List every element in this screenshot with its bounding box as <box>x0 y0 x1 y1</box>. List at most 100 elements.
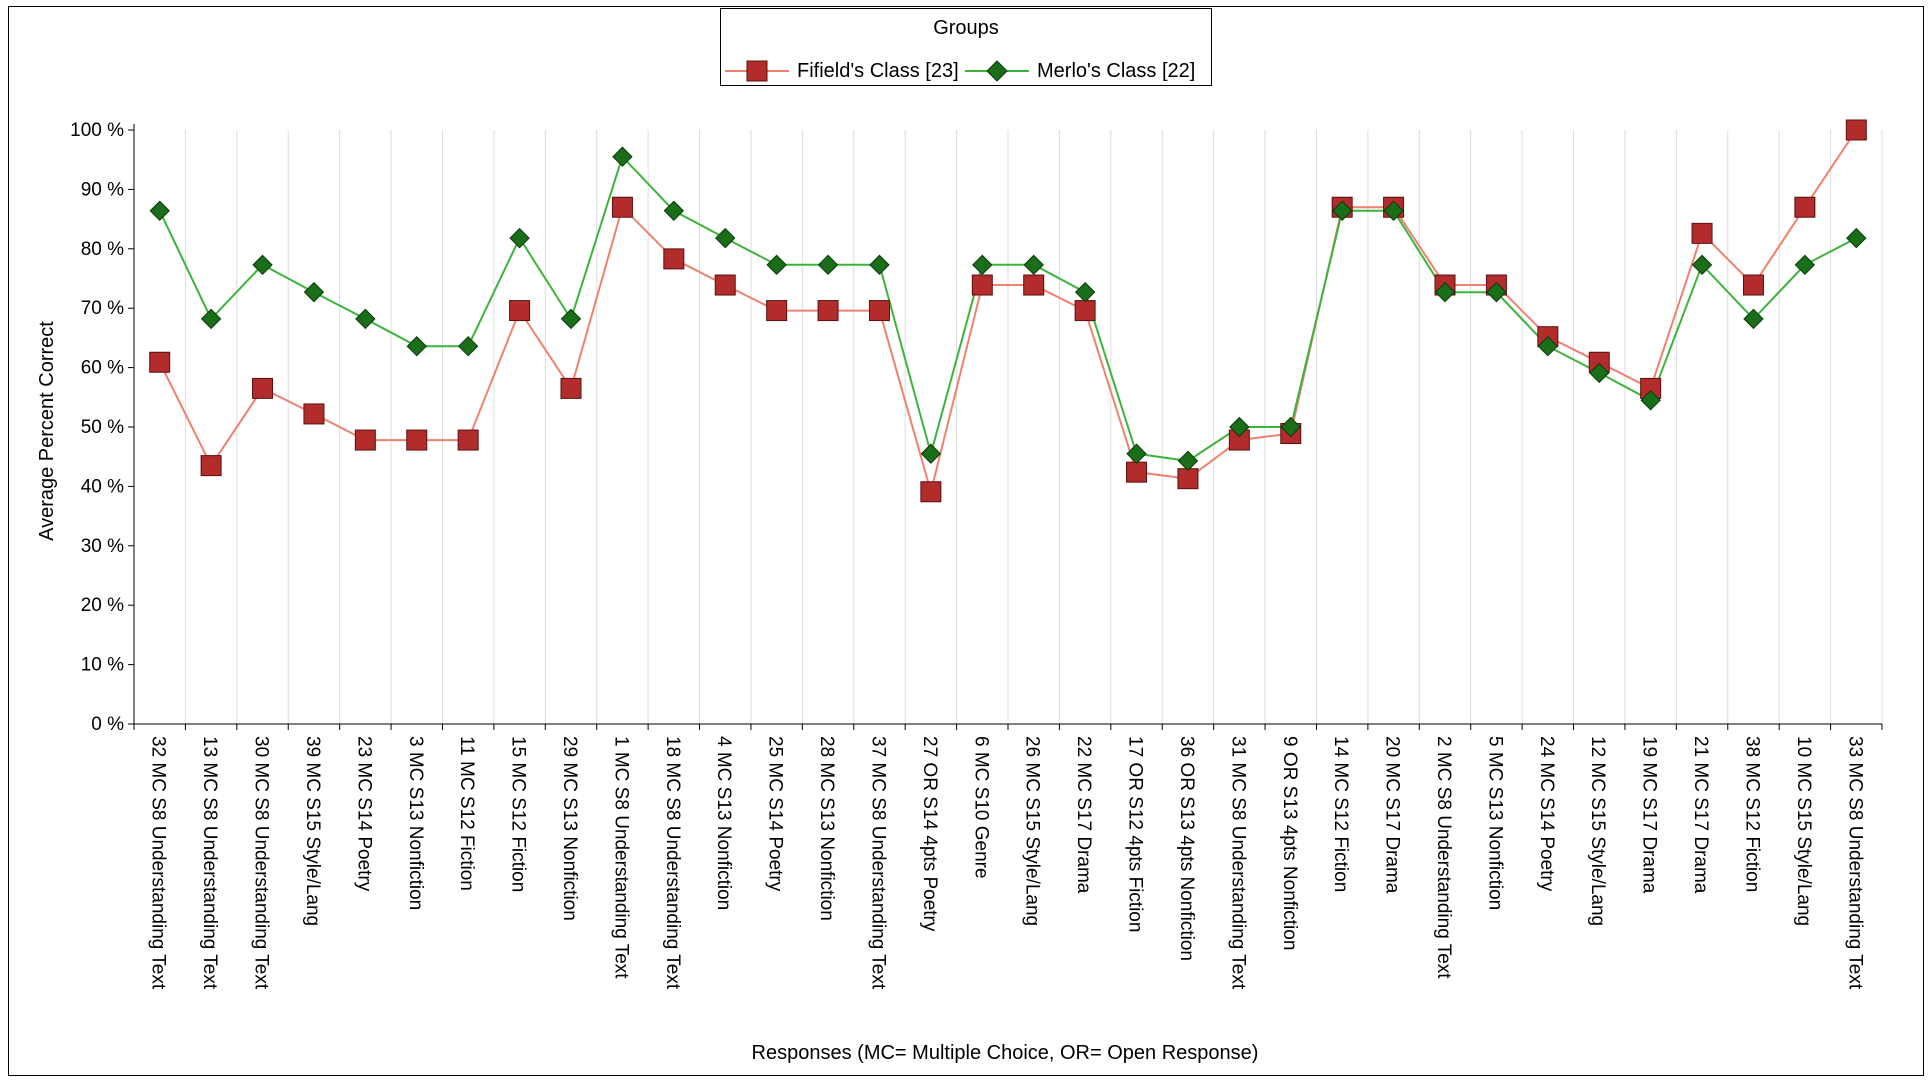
x-tick-label: 1 MC S8 Understanding Text <box>610 736 631 979</box>
x-tick-label: 18 MC S8 Understanding Text <box>662 736 683 990</box>
legend: Groups Fifield's Class [23] Merlo's Clas… <box>720 8 1212 86</box>
x-tick-label: 10 MC S15 Style/Lang <box>1793 736 1814 926</box>
legend-swatch-fifield <box>725 59 789 83</box>
x-tick-label: 23 MC S14 Poetry <box>353 736 374 892</box>
data-point-merlo <box>457 336 479 357</box>
legend-swatch-merlo <box>965 59 1029 83</box>
data-point-merlo <box>1280 416 1301 438</box>
y-tick-label: 20 % <box>81 595 124 616</box>
x-tick-label: 39 MC S15 Style/Lang <box>302 736 323 926</box>
data-point-merlo <box>355 308 376 330</box>
x-tick-label: 27 OR S14 4pts Poetry <box>919 736 940 932</box>
x-tick-label: 28 MC S13 Nonfiction <box>816 736 837 921</box>
data-point-merlo <box>1589 362 1610 384</box>
x-tick-label: 38 MC S12 Fiction <box>1741 736 1762 892</box>
data-point-merlo <box>1229 416 1250 438</box>
data-point-merlo <box>766 254 787 276</box>
data-point-merlo <box>200 308 222 330</box>
legend-entry-fifield: Fifield's Class [23] <box>725 59 959 83</box>
data-point-merlo <box>1074 281 1096 303</box>
data-point-merlo <box>1383 200 1404 221</box>
data-point-merlo <box>1434 281 1456 303</box>
data-point-merlo <box>920 443 942 464</box>
data-point-merlo <box>149 200 170 221</box>
data-point-fifield <box>1177 468 1199 490</box>
x-tick-label: 12 MC S15 Style/Lang <box>1587 736 1608 926</box>
data-point-fifield <box>1794 196 1816 218</box>
data-point-fifield <box>1845 119 1867 141</box>
x-tick-label: 31 MC S8 Understanding Text <box>1227 736 1248 990</box>
x-tick-label: 6 MC S10 Genre <box>970 736 991 879</box>
data-point-fifield <box>406 429 428 451</box>
y-tick-label: 70 % <box>81 298 124 319</box>
data-point-merlo <box>663 200 685 221</box>
legend-label-merlo: Merlo's Class [22] <box>1037 59 1196 82</box>
data-point-merlo <box>1126 443 1147 464</box>
y-tick-label: 40 % <box>81 476 124 497</box>
legend-entry-merlo: Merlo's Class [22] <box>965 59 1195 83</box>
x-tick-label: 25 MC S14 Poetry <box>765 736 786 892</box>
data-point-merlo <box>1846 227 1867 249</box>
x-tick-label: 36 OR S13 4pts Nonfiction <box>1176 736 1197 961</box>
y-tick-label: 0 % <box>91 714 124 735</box>
series-markers <box>149 119 1867 503</box>
y-axis-title: Average Percent Correct <box>36 321 58 541</box>
legend-label-fifield: Fifield's Class [23] <box>797 59 959 82</box>
data-point-merlo <box>1537 336 1559 357</box>
data-point-fifield <box>303 403 325 425</box>
data-point-fifield <box>611 196 633 218</box>
data-point-fifield <box>560 377 582 399</box>
data-point-merlo <box>817 254 839 276</box>
data-point-merlo <box>612 146 633 167</box>
data-point-fifield <box>714 274 736 296</box>
x-tick-label: 4 MC S13 Nonfiction <box>713 736 734 910</box>
x-tick-label: 26 MC S15 Style/Lang <box>1022 736 1043 926</box>
data-point-fifield <box>920 481 942 503</box>
x-tick-label: 13 MC S8 Understanding Text <box>199 736 220 990</box>
series-lines <box>158 129 1858 496</box>
data-point-fifield <box>200 455 222 477</box>
data-point-merlo <box>1640 390 1661 411</box>
data-point-fifield <box>868 300 890 322</box>
data-point-fifield <box>971 274 993 296</box>
data-point-merlo <box>869 254 890 276</box>
data-point-merlo <box>1794 254 1816 276</box>
data-point-merlo <box>560 308 582 330</box>
axes <box>128 124 1883 730</box>
data-point-merlo <box>715 227 736 249</box>
data-point-fifield <box>1126 461 1148 483</box>
x-tick-label: 2 MC S8 Understanding Text <box>1433 736 1454 979</box>
y-tick-label: 10 % <box>81 655 124 676</box>
series-line-merlo <box>158 154 1857 462</box>
data-point-fifield <box>509 300 531 322</box>
x-tick-label: 37 MC S8 Understanding Text <box>867 736 888 990</box>
data-point-fifield <box>663 248 685 270</box>
y-tick-label: 100 % <box>70 120 124 141</box>
x-tick-label: 33 MC S8 Understanding Text <box>1844 736 1865 990</box>
y-tick-label: 90 % <box>81 179 124 200</box>
y-tick-label: 30 % <box>81 536 124 557</box>
grid-lines <box>184 130 1883 724</box>
x-tick-label: 22 MC S17 Drama <box>1073 736 1094 894</box>
x-tick-label: 19 MC S17 Drama <box>1639 736 1660 894</box>
data-point-merlo <box>406 336 427 357</box>
y-tick-label: 50 % <box>81 417 124 438</box>
data-point-merlo <box>303 281 325 303</box>
chart-frame <box>8 6 1924 1076</box>
y-tick-labels: 0 % 10 % 20 % 30 % 40 % 50 % 60 % 70 % 80 % 90 % 1… <box>70 120 124 735</box>
data-point-merlo <box>252 254 273 276</box>
data-point-fifield <box>1691 222 1713 244</box>
x-axis-title: Responses (MC= Multiple Choice, OR= Open… <box>752 1042 1259 1064</box>
data-point-merlo <box>509 227 530 249</box>
x-tick-label: 14 MC S12 Fiction <box>1330 736 1351 892</box>
data-point-fifield <box>457 429 479 451</box>
data-point-merlo <box>1023 254 1044 276</box>
data-point-merlo <box>1177 450 1199 472</box>
x-tick-labels: 32 MC S8 Understanding Text 13 MC S8 Unde… <box>148 736 1866 990</box>
data-point-fifield <box>1074 300 1096 322</box>
x-tick-label: 20 MC S17 Drama <box>1382 736 1403 894</box>
data-point-merlo <box>1486 281 1507 303</box>
series-line-fifield <box>158 129 1858 496</box>
data-point-fifield <box>817 300 839 322</box>
